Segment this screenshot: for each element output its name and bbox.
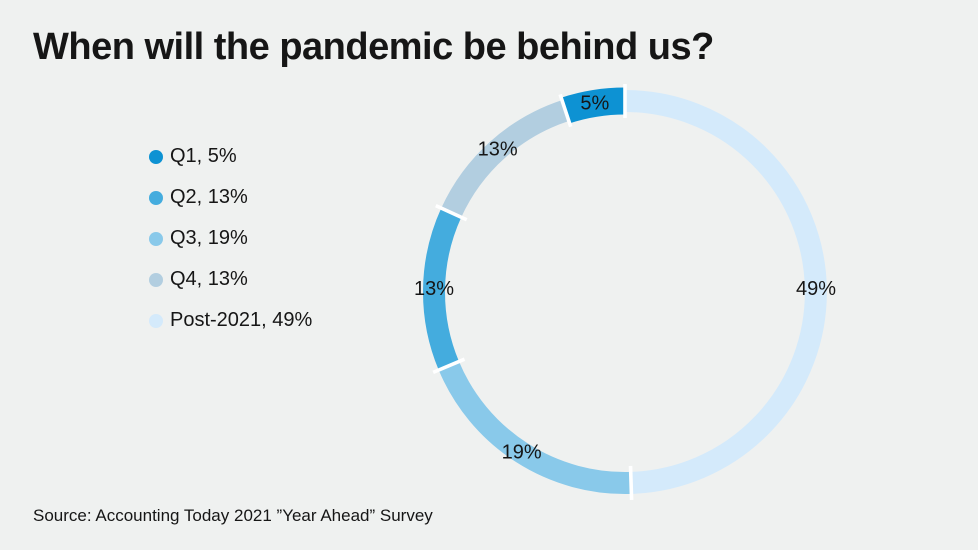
legend-item-q1: Q1, 5% (149, 145, 312, 167)
legend-item-q3: Q3, 19% (149, 227, 312, 249)
segment-separator (435, 203, 468, 222)
segment-separator (432, 357, 466, 375)
segment-label-q2: 13% (414, 278, 454, 300)
legend-item-post-2021: Post-2021, 49% (149, 309, 313, 331)
legend-dot-icon (149, 231, 163, 246)
legend-item-q2: Q2, 13% (149, 186, 312, 208)
segment-label-q4: 13% (478, 139, 518, 161)
segment-label-q3: 19% (502, 442, 542, 464)
donut-segment-q1 (561, 87, 626, 124)
legend-item-label: Post-2021, 49% (170, 309, 313, 331)
donut-segment-q3 (438, 361, 632, 494)
segment-label-q1: 5% (580, 92, 609, 114)
source-caption: Source: Accounting Today 2021 ”Year Ahea… (33, 506, 433, 525)
legend-item-label: Q3, 19% (170, 227, 248, 249)
segment-label-post-2021: 49% (796, 278, 836, 300)
legend-dot-icon (149, 313, 163, 328)
segment-separator (558, 93, 573, 128)
legend-dot-icon (149, 190, 163, 205)
donut-segment-q4 (441, 100, 569, 218)
legend-item-label: Q4, 13% (170, 268, 248, 290)
chart-title: When will the pandemic be behind us? (33, 26, 714, 68)
legend-item-label: Q2, 13% (170, 186, 248, 208)
segment-separator (628, 465, 634, 500)
legend-item-label: Q1, 5% (170, 145, 237, 167)
donut-segment-post-2021 (624, 90, 827, 494)
legend-dot-icon (149, 149, 163, 164)
legend-item-q4: Q4, 13% (149, 268, 312, 290)
donut-segment-q2 (423, 208, 462, 371)
legend-dot-icon (149, 272, 163, 287)
legend: Q1, 5% Q2, 13% Q3, 19% Q4, 13% Post-2021, 49… (149, 145, 313, 351)
